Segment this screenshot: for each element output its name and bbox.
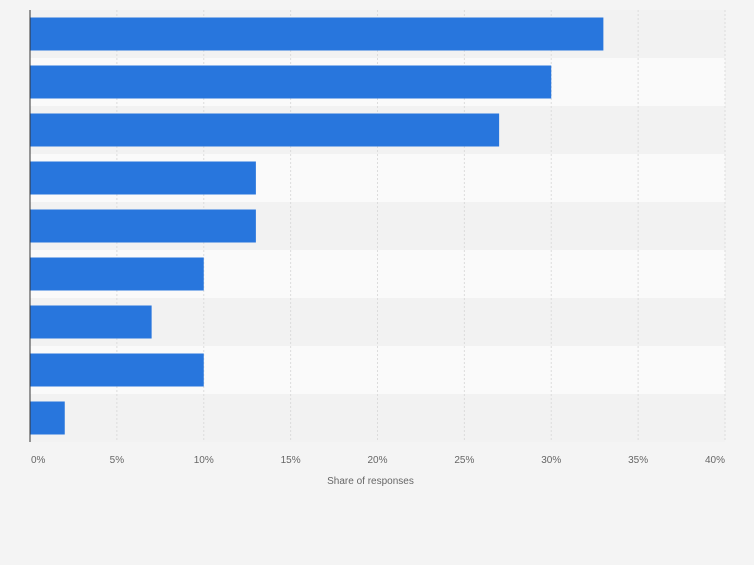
bar-2[interactable] [30, 65, 552, 99]
x-tick-labels: 0% 5% 10% 15% 20% 25% 30% 35% 40% [31, 455, 725, 466]
x-tick-label: 40% [705, 455, 725, 466]
bars [30, 17, 604, 435]
x-tick-label: 0% [31, 455, 46, 466]
x-tick-label: 35% [628, 455, 648, 466]
bar-6[interactable] [30, 257, 204, 291]
bar-1[interactable] [30, 17, 604, 51]
bar-9[interactable] [30, 401, 65, 435]
x-tick-label: 25% [454, 455, 474, 466]
x-tick-label: 30% [541, 455, 561, 466]
bar-5[interactable] [30, 209, 256, 243]
bar-4[interactable] [30, 161, 256, 195]
x-tick-label: 20% [367, 455, 387, 466]
x-tick-label: 10% [194, 455, 214, 466]
x-axis-label: Share of responses [327, 476, 414, 487]
bar-8[interactable] [30, 353, 204, 387]
x-tick-label: 15% [281, 455, 301, 466]
bar-7[interactable] [30, 305, 152, 339]
x-tick-label: 5% [110, 455, 125, 466]
bar-3[interactable] [30, 113, 500, 147]
